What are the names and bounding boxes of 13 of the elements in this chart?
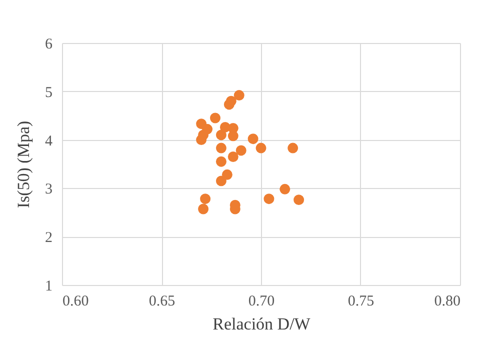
x-tick-label: 0.60	[62, 294, 89, 310]
x-tick-label: 0.65	[148, 294, 176, 310]
y-tick-label: 2	[45, 230, 52, 246]
x-tick-label: 0.75	[348, 294, 374, 310]
y-tick-label: 1	[45, 278, 52, 294]
y-tick-label: 3	[45, 182, 52, 198]
y-axis-title: Is(50) (Mpa)	[14, 120, 33, 208]
y-tick-label: 6	[45, 36, 53, 52]
x-tick-label: 0.80	[434, 294, 460, 310]
y-tick-label: 4	[45, 133, 53, 150]
y-tick-label: 5	[45, 84, 52, 101]
x-axis-title: Relación D/W	[212, 314, 312, 334]
x-tick-label: 0.70	[248, 294, 275, 310]
